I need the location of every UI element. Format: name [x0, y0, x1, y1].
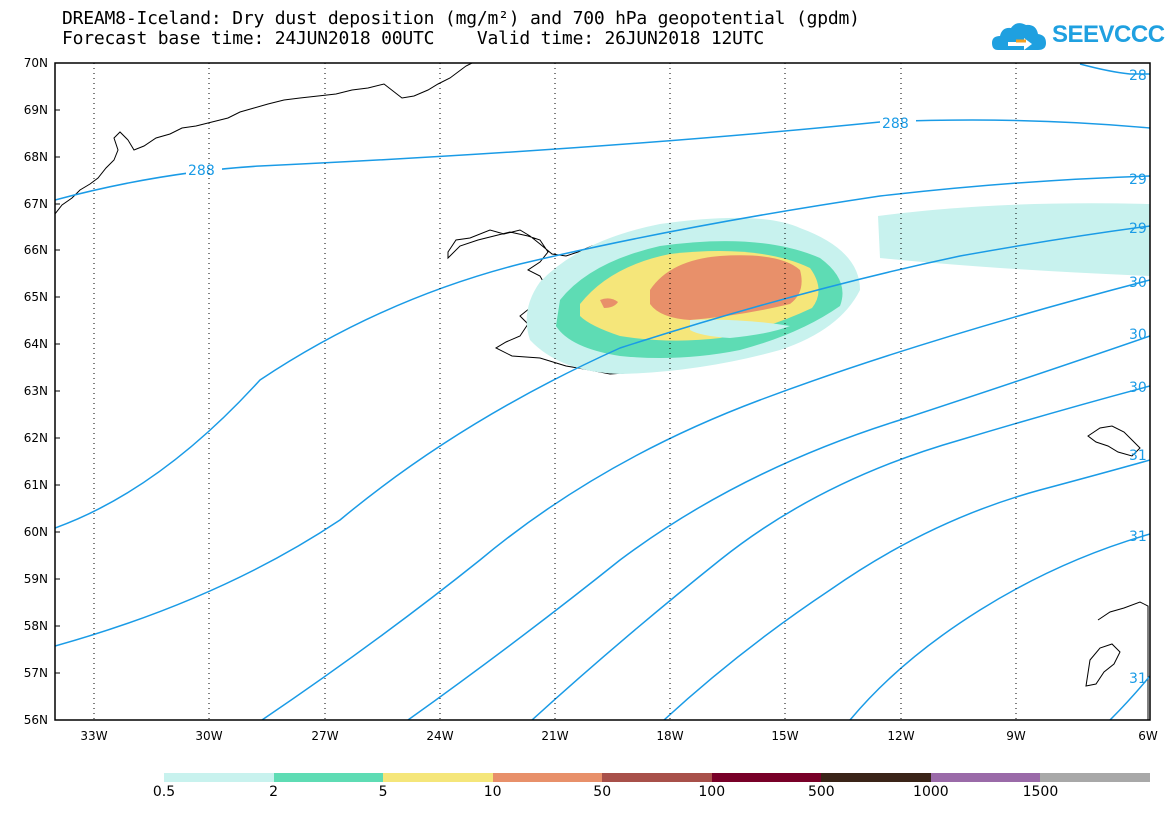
legend-label: 0.5 — [152, 784, 176, 800]
contour-label: 288 — [882, 116, 909, 132]
lat-label: 57N — [24, 666, 48, 680]
legend-label: 2 — [269, 784, 279, 800]
lat-label: 62N — [24, 431, 48, 445]
contour-label: 29 — [1129, 221, 1147, 237]
lon-label: 27W — [311, 729, 338, 743]
legend-swatch — [1040, 773, 1151, 782]
lon-label: 30W — [195, 729, 222, 743]
contour-label: 28 — [1129, 68, 1147, 84]
legend-label: 1000 — [913, 784, 949, 800]
graticule — [93, 63, 1017, 720]
legend-swatch — [492, 773, 603, 782]
forecast-times: Forecast base time: 24JUN2018 00UTC Vali… — [62, 28, 765, 49]
legend-swatch — [273, 773, 384, 782]
legend-swatch — [821, 773, 932, 782]
legend-label: 100 — [698, 784, 726, 800]
lat-label: 61N — [24, 478, 48, 492]
lon-label: 9W — [1006, 729, 1026, 743]
contour-label: 30 — [1129, 380, 1147, 396]
legend-swatch — [383, 773, 494, 782]
contour-label: 31 — [1129, 671, 1147, 687]
contour-label: 31 — [1129, 529, 1147, 545]
legend-swatch — [711, 773, 822, 782]
lat-label: 64N — [24, 337, 48, 351]
lat-label: 60N — [24, 525, 48, 539]
legend-label: 10 — [483, 784, 502, 800]
lon-label: 12W — [887, 729, 914, 743]
legend-colorbar — [164, 773, 1151, 782]
legend-label: 1500 — [1022, 784, 1059, 800]
dust-deposition-field — [526, 203, 1150, 374]
lat-label: 58N — [24, 619, 48, 633]
scotland-coastline — [1085, 601, 1149, 720]
legend-label: 5 — [378, 784, 388, 800]
logo-text: SEEVCCC — [1052, 21, 1165, 48]
geopotential-contours — [55, 63, 1150, 720]
longitude-axis: 33W 30W 27W 24W 21W 18W 15W 12W 9W 6W — [80, 729, 1157, 743]
lat-label: 70N — [24, 56, 48, 70]
legend-swatch — [602, 773, 713, 782]
latitude-axis: 70N 69N 68N 67N 66N 65N 64N 63N 62N 61N … — [24, 56, 60, 727]
contour-label: 288 — [188, 163, 215, 179]
faroe-coastline — [1087, 425, 1141, 457]
lat-label: 56N — [24, 713, 48, 727]
lat-label: 59N — [24, 572, 48, 586]
lat-label: 66N — [24, 243, 48, 257]
lat-label: 69N — [24, 103, 48, 117]
lon-label: 6W — [1138, 729, 1158, 743]
legend-swatch — [930, 773, 1041, 782]
contour-label: 31 — [1129, 448, 1147, 464]
cloud-arrow-icon — [992, 23, 1046, 50]
greenland-coastline — [55, 63, 473, 215]
contour-label: 29 — [1129, 172, 1147, 188]
lat-label: 63N — [24, 384, 48, 398]
legend-label: 500 — [807, 784, 835, 800]
map-title: DREAM8-Iceland: Dry dust deposition (mg/… — [62, 8, 860, 29]
lon-label: 18W — [656, 729, 683, 743]
legend-label: 50 — [593, 784, 612, 800]
lon-label: 21W — [541, 729, 568, 743]
contour-label: 30 — [1129, 327, 1147, 343]
legend-swatch — [164, 773, 274, 782]
contour-labels: 288 288 28 29 29 30 30 30 31 31 31 — [186, 68, 1147, 687]
lat-label: 67N — [24, 197, 48, 211]
lon-label: 24W — [426, 729, 453, 743]
lat-label: 68N — [24, 150, 48, 164]
lon-label: 15W — [771, 729, 798, 743]
contour-label: 30 — [1129, 275, 1147, 291]
lat-label: 65N — [24, 290, 48, 304]
lon-label: 33W — [80, 729, 107, 743]
